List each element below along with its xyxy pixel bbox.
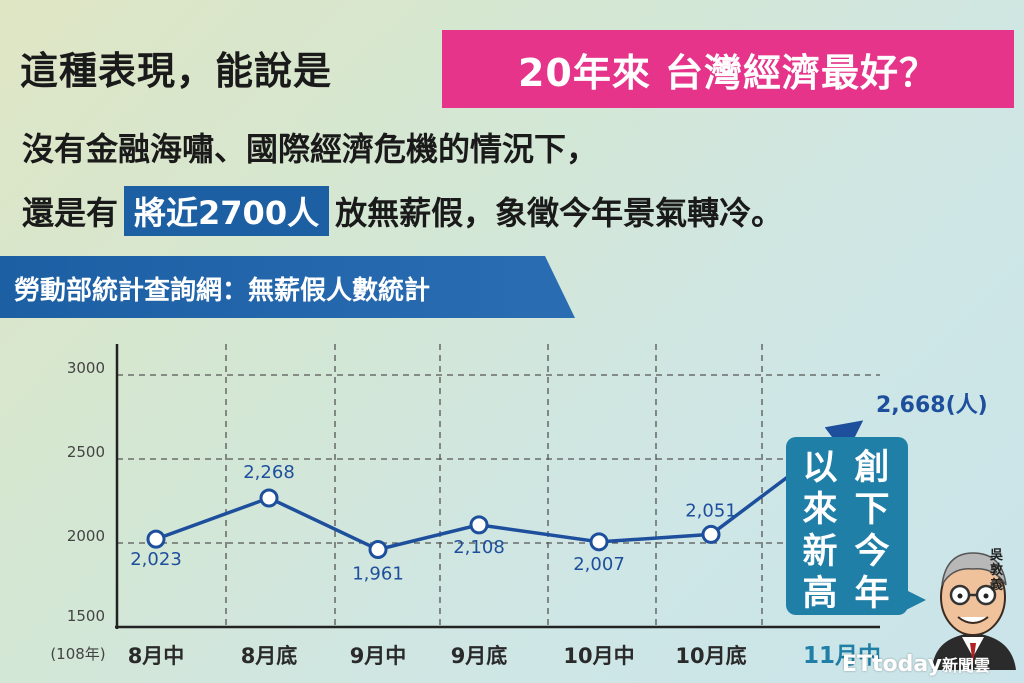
data-value-label: 2,668(人) [876, 393, 988, 418]
subheadline-line2-after: 放無薪假，象徵今年景氣轉冷。 [335, 194, 784, 232]
year-label: (108年) [50, 645, 105, 663]
callout-char: 年 [854, 574, 890, 614]
x-category-label: 11月中 [803, 643, 881, 669]
headline-plain: 這種表現，能說是 [20, 49, 333, 93]
x-category-label: 8月底 [241, 644, 298, 668]
callout-col-right: 創 下 今 年 [852, 447, 892, 615]
callout-tail [902, 588, 926, 612]
x-category-label: 9月中 [350, 644, 407, 668]
ettoday-logo: ETtoday新聞雲 [842, 652, 990, 677]
caricature-avatar [932, 552, 1016, 670]
data-point [701, 524, 721, 544]
data-point [146, 529, 166, 549]
data-point [368, 540, 388, 560]
callout-char: 以 [802, 448, 838, 488]
data-point [259, 488, 279, 508]
subheadline-line2: 還是有 將近2700人 放無薪假，象徵今年景氣轉冷。 [22, 186, 783, 236]
y-tick-label: 2000 [67, 527, 105, 545]
callout-char: 創 [854, 448, 890, 488]
logo-main: ETtoday [842, 652, 942, 677]
data-point [469, 515, 489, 535]
x-category-label: 8月中 [128, 644, 185, 668]
callout-char: 高 [802, 574, 838, 614]
callout-char: 下 [854, 490, 890, 530]
subheadline-highlight: 將近2700人 [124, 186, 330, 236]
data-value-label: 2,051 [685, 500, 737, 521]
signature: 吳敦義 [990, 548, 1004, 593]
x-category-label: 10月底 [675, 644, 746, 668]
callout-char: 今 [854, 532, 890, 572]
banner-title: 勞動部統計查詢網：無薪假人數統計 [14, 276, 431, 306]
y-tick-label: 3000 [67, 359, 105, 377]
callout-col-left: 以 來 新 高 [800, 447, 840, 615]
data-value-label: 2,108 [453, 537, 505, 558]
banner-bar [0, 256, 575, 318]
data-value-label: 1,961 [352, 564, 404, 585]
callout-box: 以 來 新 高 創 下 今 年 [786, 437, 908, 615]
data-value-label: 2,023 [130, 549, 182, 570]
data-point [589, 532, 609, 552]
subheadline-line1: 沒有金融海嘯、國際經濟危機的情況下， [22, 130, 599, 168]
subheadline-line2-before: 還是有 [22, 194, 119, 232]
logo-sub: 新聞雲 [941, 656, 990, 675]
y-tick-label: 1500 [67, 607, 105, 625]
callout-char: 來 [802, 490, 838, 530]
y-tick-label: 2500 [67, 443, 105, 461]
callout-char: 新 [802, 532, 838, 572]
x-category-label: 9月底 [451, 644, 508, 668]
data-value-label: 2,268 [243, 462, 295, 483]
data-value-label: 2,007 [573, 554, 625, 575]
series-line [155, 496, 712, 552]
x-category-label: 10月中 [563, 644, 634, 668]
headline-highlight: 20年來 台灣經濟最好？ [442, 30, 1014, 108]
